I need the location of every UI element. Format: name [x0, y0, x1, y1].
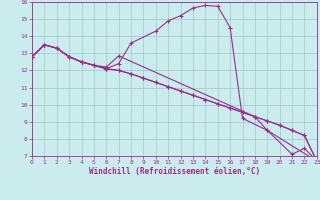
- X-axis label: Windchill (Refroidissement éolien,°C): Windchill (Refroidissement éolien,°C): [89, 167, 260, 176]
